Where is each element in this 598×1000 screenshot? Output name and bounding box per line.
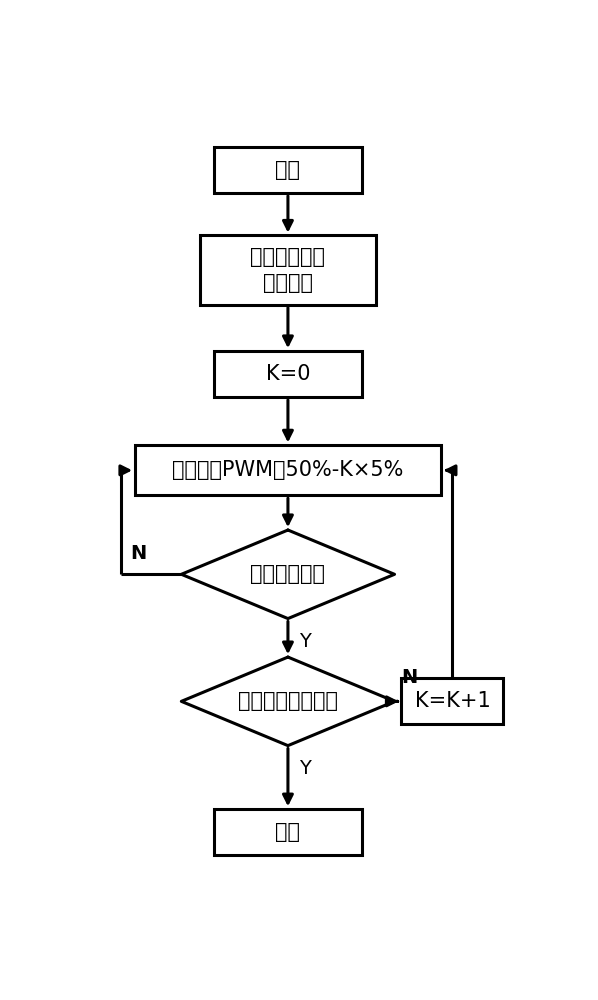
Text: 设置负载电流
为固定值: 设置负载电流 为固定值 bbox=[251, 247, 325, 293]
Text: 结束: 结束 bbox=[276, 822, 300, 842]
Text: N: N bbox=[130, 544, 147, 563]
Bar bbox=[401, 678, 504, 724]
Bar bbox=[214, 809, 362, 855]
Bar bbox=[135, 445, 441, 495]
Text: N: N bbox=[401, 668, 418, 687]
Text: K=K+1: K=K+1 bbox=[414, 691, 490, 711]
Text: 电压是否快速衰减: 电压是否快速衰减 bbox=[238, 691, 338, 711]
Text: 调节风扇PWM至50%-K×5%: 调节风扇PWM至50%-K×5% bbox=[172, 460, 404, 480]
Text: Y: Y bbox=[300, 759, 312, 778]
Bar bbox=[200, 235, 376, 305]
Text: 温度是否稳定: 温度是否稳定 bbox=[251, 564, 325, 584]
Text: Y: Y bbox=[300, 632, 312, 651]
Text: 开始: 开始 bbox=[276, 160, 300, 180]
Bar bbox=[214, 351, 362, 397]
Bar bbox=[214, 147, 362, 193]
Text: K=0: K=0 bbox=[266, 364, 310, 384]
